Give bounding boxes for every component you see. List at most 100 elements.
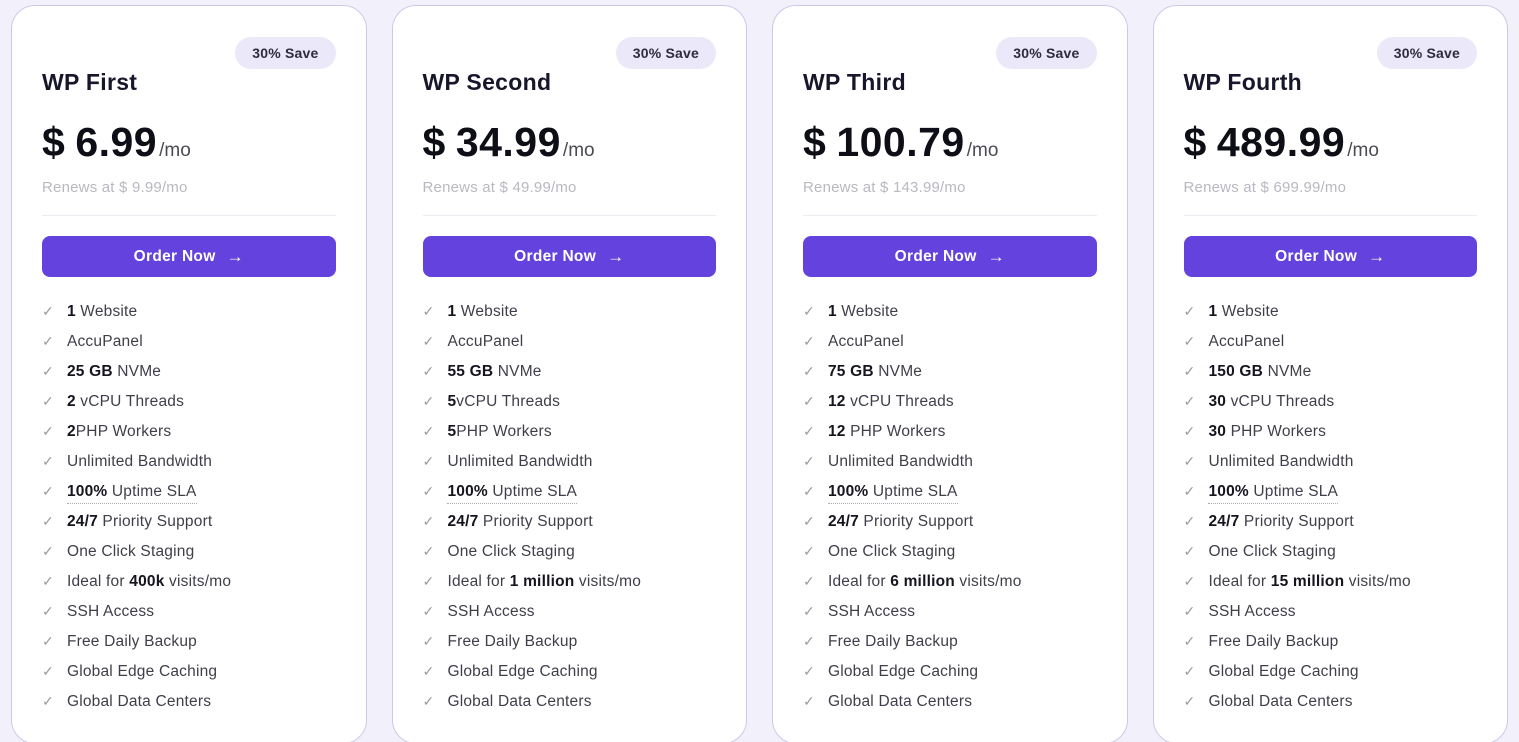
plan-price: $ 489.99 /mo	[1184, 122, 1478, 163]
feature-item: ✓ 24/7 Priority Support	[803, 513, 1097, 543]
order-now-button[interactable]: Order Now →	[1183, 236, 1477, 277]
check-icon: ✓	[803, 483, 815, 499]
renew-note: Renews at $ 9.99/mo	[42, 179, 188, 196]
check-icon: ✓	[422, 693, 435, 709]
check-icon: ✓	[42, 513, 54, 529]
feature-text: Ideal for 15 million visits/mo	[1208, 573, 1411, 590]
price-period: /mo	[159, 140, 191, 161]
feature-text[interactable]: 100% Uptime SLA	[447, 483, 578, 504]
feature-item: ✓ 100% Uptime SLA	[1184, 483, 1478, 513]
check-icon: ✓	[803, 543, 815, 559]
feature-text: 30 vCPU Threads	[1208, 393, 1335, 410]
save-badge: 30% Save	[1376, 37, 1477, 69]
feature-list: ✓ 1 Website ✓ AccuPanel ✓ 25 GB NVMe ✓ 2 vCPU T…	[42, 303, 336, 723]
feature-text: 24/7 Priority Support	[827, 513, 974, 530]
feature-item: ✓ 24/7 Priority Support	[1184, 513, 1478, 543]
plan-name: WP Second	[422, 69, 552, 95]
check-icon: ✓	[42, 633, 54, 649]
check-icon: ✓	[803, 453, 815, 469]
feature-item: ✓ Free Daily Backup	[803, 633, 1097, 663]
feature-text: 5PHP Workers	[447, 423, 552, 440]
feature-item: ✓ Unlimited Bandwidth	[42, 453, 336, 483]
feature-item: ✓ Global Edge Caching	[803, 663, 1097, 693]
feature-text[interactable]: 100% Uptime SLA	[827, 483, 958, 504]
feature-item: ✓ Global Edge Caching	[42, 663, 336, 693]
check-icon: ✓	[1183, 513, 1196, 529]
feature-item: ✓ 1 Website	[42, 303, 336, 333]
feature-text: 2 vCPU Threads	[66, 393, 185, 410]
feature-text: Unlimited Bandwidth	[1208, 453, 1354, 470]
feature-item: ✓ AccuPanel	[803, 333, 1097, 363]
feature-text: 1 Website	[66, 303, 138, 320]
check-icon: ✓	[803, 603, 815, 619]
pricing-card: 30% Save WP Third $ 100.79 /mo Renews at…	[772, 5, 1128, 742]
check-icon: ✓	[1183, 423, 1196, 439]
feature-item: ✓ 1 Website	[1184, 303, 1478, 333]
feature-item: ✓ 12 PHP Workers	[803, 423, 1097, 453]
divider	[422, 215, 716, 216]
feature-item: ✓ AccuPanel	[1184, 333, 1478, 363]
check-icon: ✓	[422, 333, 435, 349]
check-icon: ✓	[422, 573, 435, 589]
renew-note: Renews at $ 49.99/mo	[422, 179, 577, 196]
check-icon: ✓	[1183, 363, 1196, 379]
feature-text: Global Edge Caching	[827, 663, 979, 680]
price-currency: $	[42, 119, 66, 165]
check-icon: ✓	[803, 663, 815, 679]
feature-item: ✓ Global Data Centers	[42, 693, 336, 723]
feature-item: ✓ Ideal for 6 million visits/mo	[803, 573, 1097, 603]
feature-item: ✓ 2PHP Workers	[42, 423, 336, 453]
order-now-label: Order Now	[133, 247, 216, 265]
feature-text: Free Daily Backup	[1208, 633, 1339, 650]
feature-item: ✓ AccuPanel	[423, 333, 717, 363]
check-icon: ✓	[422, 423, 435, 439]
check-icon: ✓	[1183, 603, 1196, 619]
check-icon: ✓	[803, 333, 815, 349]
feature-item: ✓ Free Daily Backup	[1184, 633, 1478, 663]
check-icon: ✓	[42, 693, 54, 709]
feature-item: ✓ One Click Staging	[423, 543, 717, 573]
check-icon: ✓	[42, 303, 54, 319]
price-period: /mo	[966, 140, 999, 161]
check-icon: ✓	[803, 633, 815, 649]
feature-text[interactable]: 100% Uptime SLA	[1208, 483, 1339, 504]
order-now-button[interactable]: Order Now →	[422, 236, 716, 277]
feature-list: ✓ 1 Website ✓ AccuPanel ✓ 55 GB NVMe ✓ 5vCPU Th…	[423, 303, 717, 723]
feature-item: ✓ 1 Website	[803, 303, 1097, 333]
feature-text: 30 PHP Workers	[1208, 423, 1327, 440]
feature-text: Free Daily Backup	[447, 633, 578, 650]
price-currency: $	[1183, 119, 1207, 165]
order-now-label: Order Now	[514, 247, 597, 265]
check-icon: ✓	[1183, 393, 1196, 409]
check-icon: ✓	[42, 663, 54, 679]
feature-text: 24/7 Priority Support	[66, 513, 213, 530]
order-now-button[interactable]: Order Now →	[803, 236, 1097, 277]
feature-text[interactable]: 100% Uptime SLA	[66, 483, 197, 504]
price-amount: 489.99	[1216, 119, 1346, 165]
plan-name: WP Fourth	[1183, 69, 1303, 95]
feature-item: ✓ 5PHP Workers	[423, 423, 717, 453]
check-icon: ✓	[803, 513, 815, 529]
feature-text: Global Data Centers	[827, 693, 973, 710]
feature-item: ✓ 30 PHP Workers	[1184, 423, 1478, 453]
feature-text: 5vCPU Threads	[447, 393, 561, 410]
plan-price: $ 100.79 /mo	[803, 122, 1097, 163]
feature-item: ✓ 100% Uptime SLA	[423, 483, 717, 513]
order-now-button[interactable]: Order Now →	[42, 236, 336, 277]
feature-item: ✓ 24/7 Priority Support	[42, 513, 336, 543]
price-amount: 34.99	[455, 119, 561, 165]
feature-text: Global Data Centers	[447, 693, 592, 710]
check-icon: ✓	[1183, 303, 1196, 319]
check-icon: ✓	[422, 603, 435, 619]
feature-text: Global Edge Caching	[1208, 663, 1359, 680]
feature-item: ✓ Ideal for 400k visits/mo	[42, 573, 336, 603]
check-icon: ✓	[1183, 453, 1196, 469]
check-icon: ✓	[422, 663, 435, 679]
feature-text: 55 GB NVMe	[447, 363, 542, 380]
check-icon: ✓	[42, 453, 54, 469]
check-icon: ✓	[1183, 333, 1196, 349]
check-icon: ✓	[42, 573, 54, 589]
feature-item: ✓ 100% Uptime SLA	[803, 483, 1097, 513]
feature-item: ✓ 25 GB NVMe	[42, 363, 336, 393]
price-amount: 6.99	[75, 119, 158, 165]
